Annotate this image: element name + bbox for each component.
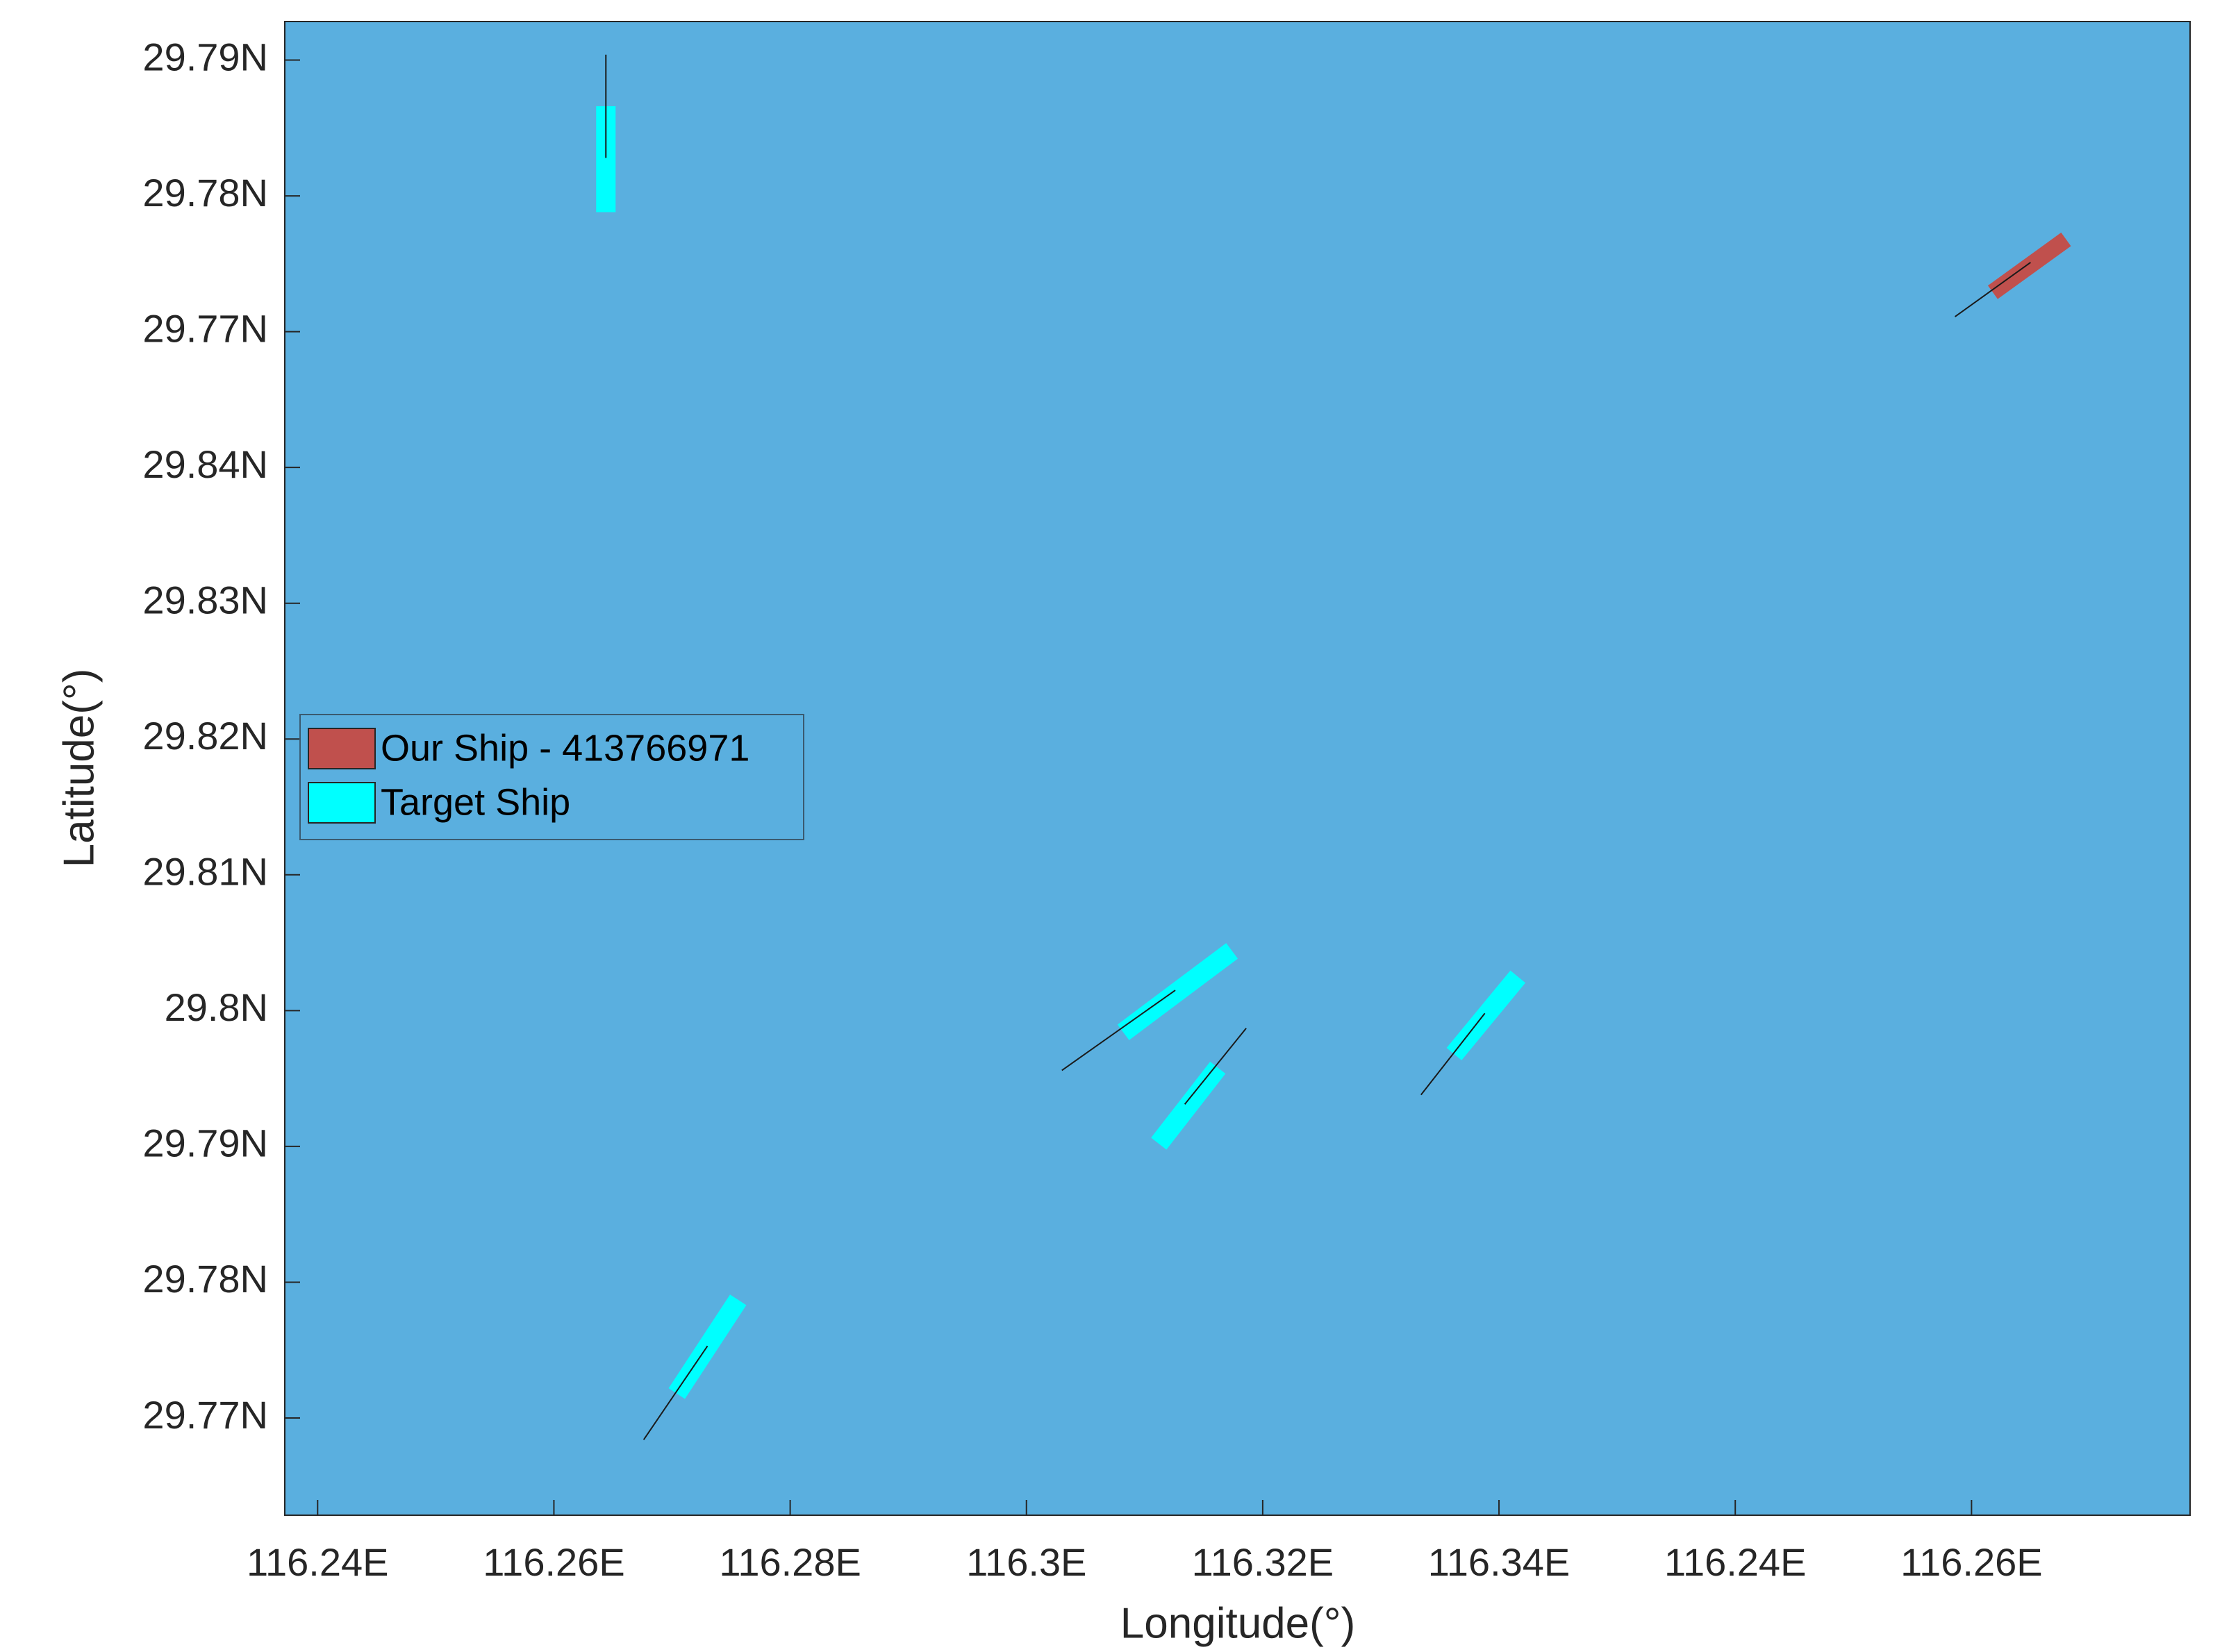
- x-tick-label: 116.32E: [1192, 1540, 1334, 1584]
- y-tick-label: 29.79N: [142, 35, 268, 78]
- ship-heading: [1420, 1012, 1486, 1096]
- ship-heading: [1954, 262, 2031, 317]
- x-axis-label: Longitude(°): [1120, 1599, 1355, 1647]
- y-tick-label: 29.84N: [142, 442, 268, 486]
- ship-hull: [1117, 943, 1238, 1040]
- x-tick-label: 116.24E: [247, 1540, 388, 1584]
- y-tick-label: 29.79N: [142, 1121, 268, 1165]
- legend-box: [299, 714, 804, 840]
- ship-hull: [1151, 1061, 1226, 1150]
- x-tick-label: 116.3E: [966, 1540, 1086, 1584]
- y-tick-label: 29.77N: [142, 306, 268, 350]
- x-tick-label: 116.26E: [483, 1540, 624, 1584]
- y-tick-label: 29.8N: [165, 985, 268, 1029]
- legend-label: Target Ship: [381, 781, 570, 823]
- y-tick-label: 29.78N: [142, 1257, 268, 1301]
- ship-heading: [643, 1345, 708, 1440]
- x-tick-label: 116.24E: [1664, 1540, 1806, 1584]
- ship-heading: [1184, 1028, 1247, 1105]
- ship-hull: [1446, 970, 1526, 1060]
- legend-label: Our Ship - 413766971: [381, 727, 749, 769]
- y-axis-label: Latitude(°): [55, 669, 103, 868]
- y-tick-label: 29.77N: [142, 1393, 268, 1437]
- x-tick-label: 116.34E: [1428, 1540, 1570, 1584]
- ship-hull: [1987, 232, 2071, 299]
- ship-heading: [1061, 990, 1176, 1071]
- legend-swatch: [308, 782, 376, 824]
- y-tick-label: 29.78N: [142, 171, 268, 215]
- y-tick-label: 29.82N: [142, 714, 268, 758]
- y-tick-label: 29.81N: [142, 850, 268, 894]
- y-tick-label: 29.83N: [142, 578, 268, 622]
- x-tick-label: 116.26E: [1900, 1540, 2042, 1584]
- legend-swatch: [308, 728, 376, 769]
- x-tick-label: 116.28E: [719, 1540, 861, 1584]
